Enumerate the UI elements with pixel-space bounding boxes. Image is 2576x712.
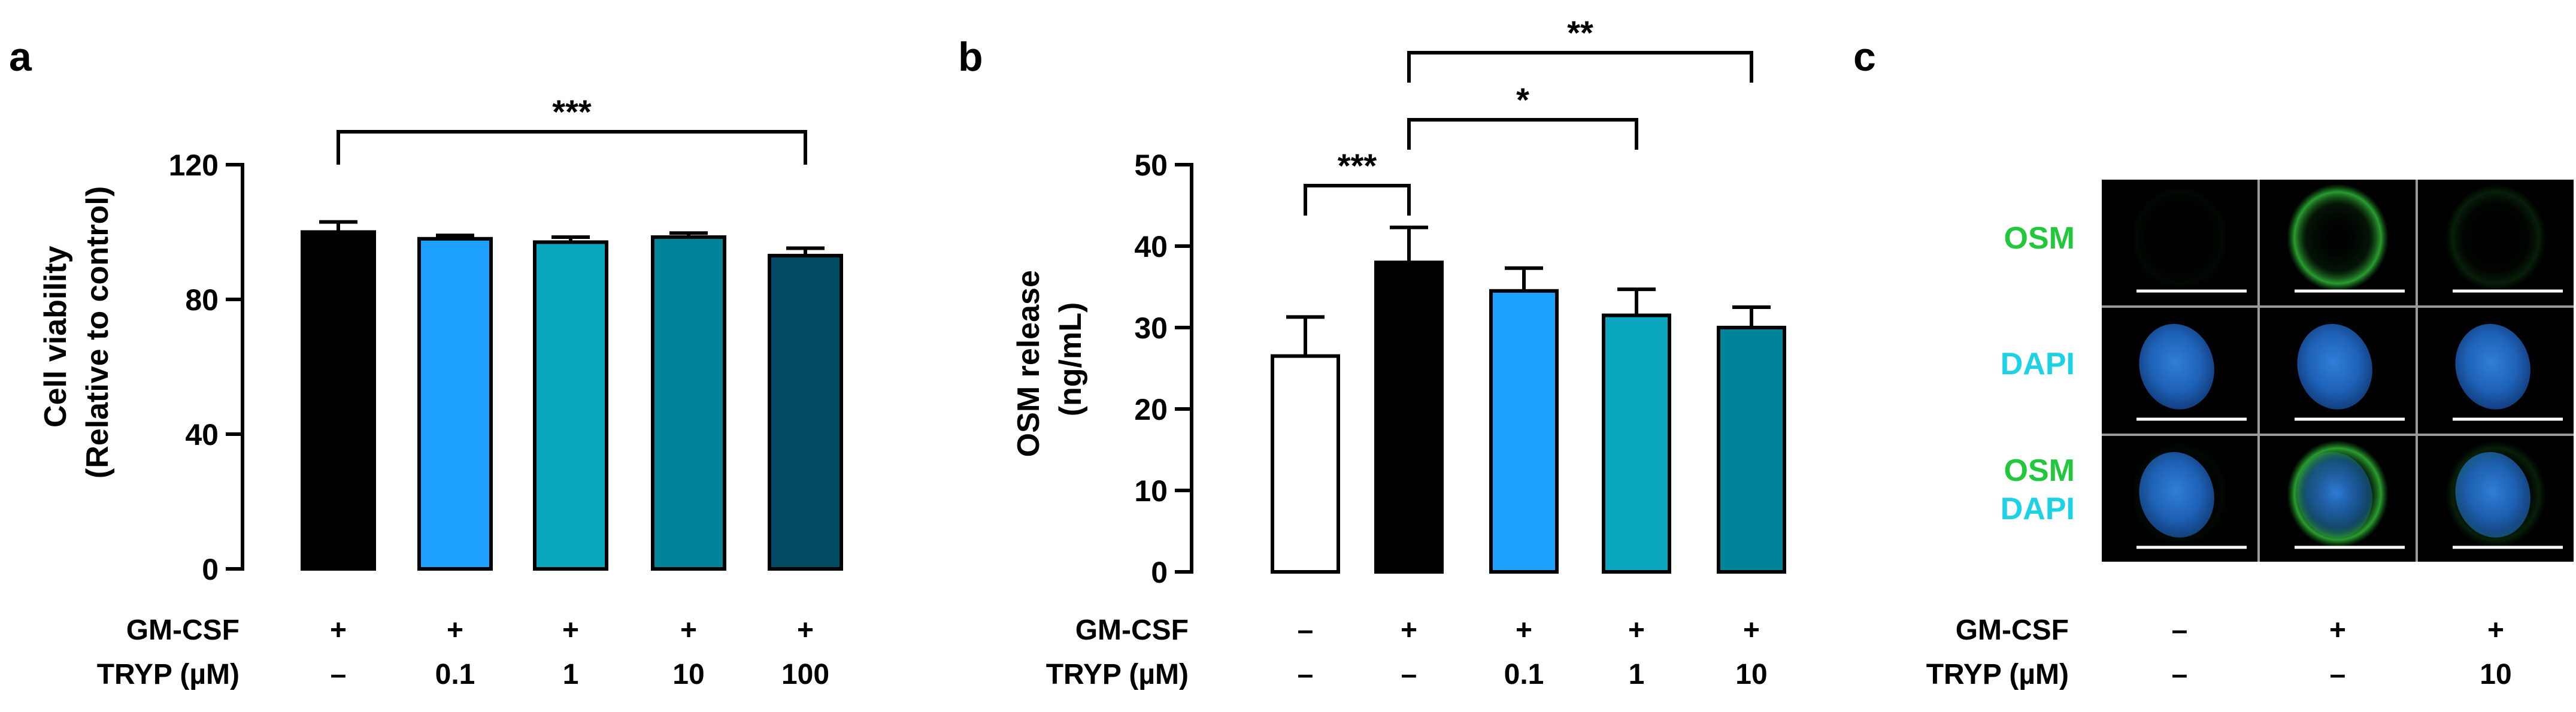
panel-b-condition-r1-c3: 1: [1629, 659, 1645, 690]
panel-c-osm-signal-r2-c2: [2445, 440, 2547, 548]
panel-a-sig-bracket-0: [337, 130, 807, 165]
panel-b-row-label-gmcsf: GM-CSF: [1075, 614, 1189, 646]
panel-b-bars: [1271, 225, 1786, 574]
panel-a-ylabel: Cell viability (Relative to control): [38, 186, 115, 478]
panel-c-row-label-tryp: TRYP (µM): [1926, 659, 2069, 690]
panel-c-channel-label-r0-l0: OSM: [2004, 221, 2075, 256]
panel-a-condition-r1-c3: 10: [672, 659, 704, 690]
panel-b-ylabel: OSM release (ng/mL): [1011, 262, 1088, 458]
panel-b-ytick-label-3: 30: [1134, 311, 1168, 345]
panel-c-osm-signal-r2-c1: [2287, 440, 2389, 548]
panel-a-ytick-label-2: 80: [185, 283, 219, 317]
panel-a-bar-1: [417, 237, 493, 571]
panel-c-channel-labels: OSM DAPI OSM DAPI: [2001, 221, 2075, 526]
panel-b-sig-stars-1: *: [1516, 81, 1529, 119]
panel-b-condition-rows: – + + + + – – 0.1 1 10: [1298, 614, 1768, 690]
panel-a-bars: [301, 220, 843, 571]
panel-a-condition-r0-c3: +: [680, 614, 697, 646]
panel-a-ylabel-line1: Cell viability: [38, 246, 73, 428]
panel-b-condition-r0-c0: –: [1298, 614, 1314, 646]
panel-b-condition-r0-c1: +: [1401, 614, 1417, 646]
panel-a-ytick-label-3: 120: [169, 149, 219, 182]
panel-a-condition-rows: + + + + + – 0.1 1 10 100: [330, 614, 829, 690]
panel-b-sig-stars-0: ***: [1338, 147, 1377, 184]
panel-c-osm-signal-r0-c1: [2287, 184, 2389, 292]
panel-a-row-label-gmcsf: GM-CSF: [126, 614, 240, 646]
panel-a-condition-r1-c2: 1: [563, 659, 579, 690]
panel-c-osm-signal-r0-c2: [2445, 184, 2547, 292]
panel-a-condition-r0-c4: +: [797, 614, 814, 646]
panel-a: a Cell viability (Relative to control) 0…: [9, 34, 843, 690]
panel-b-sig-bracket-0: [1304, 184, 1411, 216]
panel-c-label: c: [1853, 34, 1876, 80]
panel-c-channel-label-r2-l1: DAPI: [2001, 492, 2075, 526]
panel-b-row-label-tryp: TRYP (µM): [1046, 659, 1189, 690]
panel-a-condition-r0-c2: +: [562, 614, 579, 646]
panel-a-label: a: [9, 34, 32, 80]
panel-b-condition-r1-c2: 0.1: [1504, 659, 1544, 690]
panel-c-condition-r1-c2: 10: [2480, 659, 2511, 690]
panel-c-condition-r0-c2: +: [2487, 614, 2504, 646]
panel-a-condition-r0-c0: +: [330, 614, 347, 646]
panel-c-nucleus-r1-c1: [2297, 323, 2372, 410]
panel-c-condition-r1-c0: –: [2172, 659, 2188, 690]
panel-b-ytick-label-4: 40: [1134, 230, 1168, 263]
panel-b-bar-2: [1489, 289, 1559, 574]
panel-b-bar-0: [1271, 354, 1340, 574]
panel-c-osm-signal-r2-c0: [2129, 440, 2230, 548]
panel-b-ytick-label-5: 50: [1134, 149, 1168, 182]
panel-c: c OSM DAPI OSM DAPI GM-CSF TRYP (µM) – + + – – 1…: [1853, 34, 2574, 690]
panel-a-condition-r0-c1: +: [447, 614, 463, 646]
panel-a-condition-r1-c1: 0.1: [435, 659, 475, 690]
panel-c-micrograph-grid: [2102, 180, 2574, 562]
panel-c-condition-r0-c1: +: [2329, 614, 2346, 646]
panel-a-condition-r1-c0: –: [331, 659, 347, 690]
panel-a-bar-2: [533, 240, 608, 571]
panel-b-y-axis: 0 10 20 30 40 50: [1134, 149, 1193, 589]
panel-b-label: b: [958, 34, 983, 80]
panel-b-ytick-label-1: 10: [1134, 474, 1168, 508]
panel-c-row-label-gmcsf: GM-CSF: [1956, 614, 2069, 646]
panel-a-condition-r1-c4: 100: [781, 659, 829, 690]
panel-b-sig-bracket-1: [1407, 118, 1638, 150]
panel-c-condition-rows: – + + – – 10: [2172, 614, 2512, 690]
panel-c-nucleus-r1-c0: [2139, 323, 2214, 410]
panel-b-ylabel-line1: OSM release: [1011, 270, 1046, 457]
panel-b-bar-1: [1374, 260, 1444, 574]
panel-b-ytick-label-2: 20: [1134, 393, 1168, 426]
panel-a-bar-4: [768, 253, 843, 571]
panel-b-condition-r0-c2: +: [1516, 614, 1532, 646]
panel-b-bar-4: [1717, 326, 1786, 574]
panel-b-condition-r1-c1: –: [1401, 659, 1417, 690]
panel-a-sig-stars-0: ***: [552, 93, 592, 131]
panel-a-y-axis: 0 40 80 120: [169, 149, 244, 586]
panel-c-condition-r0-c0: –: [2172, 614, 2188, 646]
panel-a-ylabel-line2: (Relative to control): [80, 186, 115, 478]
panel-a-significance: ***: [337, 93, 807, 165]
panel-b-significance: ******: [1304, 14, 1753, 216]
panel-b-condition-r1-c0: –: [1298, 659, 1314, 690]
panel-a-ytick-label-0: 0: [202, 553, 219, 586]
panel-b-condition-r0-c3: +: [1628, 614, 1645, 646]
panel-c-condition-r1-c1: –: [2330, 659, 2346, 690]
panel-a-row-label-tryp: TRYP (µM): [97, 659, 240, 690]
panel-c-channel-label-r1-l0: DAPI: [2001, 347, 2075, 381]
panel-b-sig-bracket-2: [1407, 51, 1753, 83]
panel-a-ytick-label-1: 40: [185, 418, 219, 452]
panel-b-sig-stars-2: **: [1567, 14, 1593, 51]
panel-b-condition-r1-c4: 10: [1735, 659, 1767, 690]
panel-c-nucleus-r1-c2: [2455, 323, 2530, 410]
panel-a-bar-3: [651, 235, 726, 571]
panel-b-condition-r0-c4: +: [1743, 614, 1760, 646]
panel-c-osm-signal-r0-c0: [2129, 184, 2230, 292]
panel-c-channel-label-r2-l0: OSM: [2004, 453, 2075, 488]
panel-a-bar-0: [301, 230, 376, 571]
panel-b-bar-3: [1602, 313, 1671, 574]
panel-b-ytick-label-0: 0: [1151, 556, 1168, 589]
panel-b-ylabel-line2: (ng/mL): [1053, 302, 1088, 417]
